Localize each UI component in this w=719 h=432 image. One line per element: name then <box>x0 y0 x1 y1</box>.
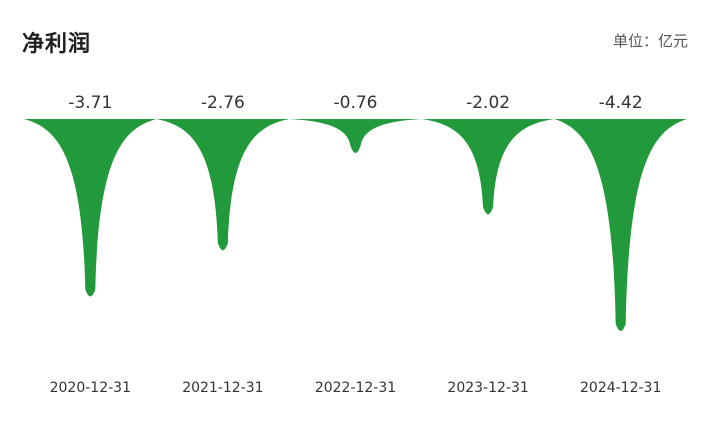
value-label: -4.42 <box>599 93 643 113</box>
area-spike-2020-12-31 <box>24 119 157 297</box>
value-label: -2.02 <box>466 93 510 113</box>
area-spike-2021-12-31 <box>156 119 290 251</box>
x-tick-label: 2024-12-31 <box>580 380 661 396</box>
value-label: -0.76 <box>334 93 378 113</box>
area-spike-2024-12-31 <box>554 119 687 331</box>
x-tick-label: 2021-12-31 <box>182 380 263 396</box>
unit-label: 单位：亿元 <box>612 32 688 50</box>
x-tick-label: 2020-12-31 <box>50 380 131 396</box>
x-tick-label: 2022-12-31 <box>315 380 396 396</box>
chart-title: 净利润 <box>22 32 92 57</box>
x-tick-label: 2023-12-31 <box>447 380 528 396</box>
area-spike-2022-12-31 <box>289 119 422 153</box>
value-label: -3.71 <box>68 93 112 113</box>
value-label: -2.76 <box>201 93 245 113</box>
area-spike-2023-12-31 <box>421 119 555 215</box>
